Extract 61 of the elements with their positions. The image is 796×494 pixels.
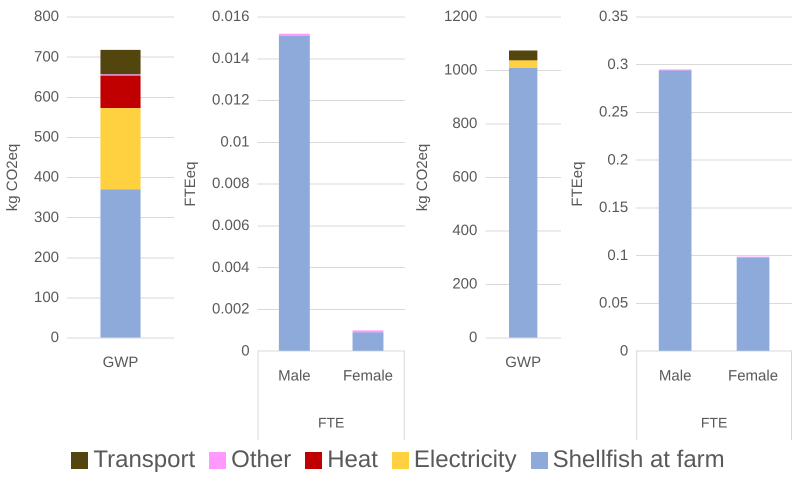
bar xyxy=(658,70,692,351)
bar xyxy=(509,60,538,68)
y-tick-label: 0.05 xyxy=(598,294,628,312)
y-tick-label: 0.15 xyxy=(598,199,628,216)
y-tick-label: 100 xyxy=(34,289,60,306)
y-tick-label: 300 xyxy=(34,208,60,226)
y-tick-label: 200 xyxy=(34,248,60,266)
legend-label: Transport xyxy=(93,446,196,474)
bar xyxy=(278,36,310,351)
bar xyxy=(100,76,141,108)
y-tick-label: 0.002 xyxy=(212,300,250,318)
x-tick-label: Female xyxy=(728,367,778,384)
y-tick-label: 800 xyxy=(34,8,60,26)
y-tick-label: 0 xyxy=(50,329,60,346)
x-tick-label: Male xyxy=(278,367,311,384)
y-tick-label: 600 xyxy=(34,88,60,106)
y-axis-title: FTEeq xyxy=(182,162,200,207)
y-tick-label: 0.35 xyxy=(598,8,628,26)
legend-label: Electricity xyxy=(414,446,517,474)
y-tick-label: 0.3 xyxy=(607,56,628,73)
y-tick-label: 700 xyxy=(34,48,60,66)
bar xyxy=(509,50,538,60)
x-tick-label: Female xyxy=(342,367,394,384)
x-tick-label: Male xyxy=(658,367,692,384)
y-tick-label: 0.008 xyxy=(212,175,250,192)
bar xyxy=(509,68,538,338)
y-tick-label: 0.01 xyxy=(220,133,250,150)
y-tick-label: 500 xyxy=(34,128,60,146)
y-tick-label: 600 xyxy=(452,168,478,186)
y-tick-label: 1200 xyxy=(444,8,478,26)
y-tick-label: 0.012 xyxy=(212,92,250,109)
y-axis-title: FTEeq xyxy=(569,162,586,207)
y-tick-label: 0 xyxy=(241,342,250,360)
y-tick-label: 0.014 xyxy=(212,50,250,67)
y-tick-label: 0.004 xyxy=(212,258,250,276)
x-tick-label: GWP xyxy=(102,354,138,372)
y-tick-label: 0.016 xyxy=(212,8,250,26)
y-axis-title: kg CO2eq xyxy=(414,144,432,212)
y-tick-label: 0 xyxy=(469,329,478,346)
legend-label: Other xyxy=(231,446,292,474)
y-tick-label: 400 xyxy=(452,222,478,240)
y-tick-label: 1000 xyxy=(444,62,478,79)
legend-label: Heat xyxy=(327,446,378,474)
y-tick-label: 0.2 xyxy=(607,151,628,168)
y-tick-label: 0.25 xyxy=(598,104,628,121)
y-tick-label: 0 xyxy=(620,342,628,360)
y-tick-label: 200 xyxy=(452,276,478,293)
bar xyxy=(736,258,770,351)
y-tick-label: 0.006 xyxy=(212,217,250,234)
bar xyxy=(100,108,141,190)
x-axis-title: FTE xyxy=(318,414,344,430)
x-tick-label: GWP xyxy=(505,354,542,372)
y-axis-title: kg CO2eq xyxy=(4,144,22,212)
bar xyxy=(352,332,384,351)
y-tick-label: 400 xyxy=(34,168,60,186)
legend-label: Shellfish at farm xyxy=(552,446,725,474)
y-tick-label: 800 xyxy=(452,115,478,132)
bar xyxy=(100,50,141,74)
x-axis-title: FTE xyxy=(700,414,728,430)
y-tick-label: 0.1 xyxy=(607,246,628,264)
bar xyxy=(100,190,141,338)
